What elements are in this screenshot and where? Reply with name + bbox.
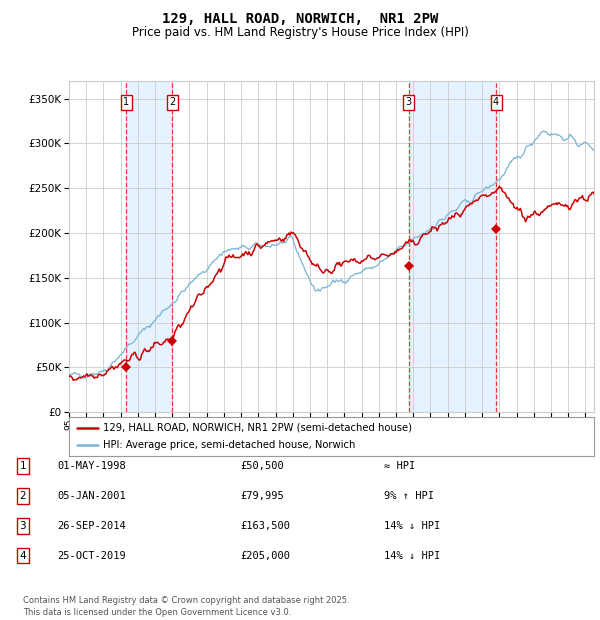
Text: 1: 1 — [19, 461, 26, 471]
Text: 2: 2 — [19, 491, 26, 501]
Text: Price paid vs. HM Land Registry's House Price Index (HPI): Price paid vs. HM Land Registry's House … — [131, 26, 469, 39]
Text: 1: 1 — [123, 97, 130, 107]
Text: HPI: Average price, semi-detached house, Norwich: HPI: Average price, semi-detached house,… — [103, 440, 355, 450]
Text: 25-OCT-2019: 25-OCT-2019 — [57, 551, 126, 560]
Text: £79,995: £79,995 — [240, 491, 284, 501]
Text: £163,500: £163,500 — [240, 521, 290, 531]
Text: 4: 4 — [19, 551, 26, 560]
Text: 3: 3 — [406, 97, 412, 107]
Text: 14% ↓ HPI: 14% ↓ HPI — [384, 521, 440, 531]
Text: ≈ HPI: ≈ HPI — [384, 461, 415, 471]
Text: 129, HALL ROAD, NORWICH, NR1 2PW (semi-detached house): 129, HALL ROAD, NORWICH, NR1 2PW (semi-d… — [103, 423, 412, 433]
Text: 4: 4 — [493, 97, 499, 107]
Text: £205,000: £205,000 — [240, 551, 290, 560]
Text: 129, HALL ROAD, NORWICH,  NR1 2PW: 129, HALL ROAD, NORWICH, NR1 2PW — [162, 12, 438, 27]
Bar — [127, 81, 172, 412]
Text: 9% ↑ HPI: 9% ↑ HPI — [384, 491, 434, 501]
Text: 05-JAN-2001: 05-JAN-2001 — [57, 491, 126, 501]
Text: 14% ↓ HPI: 14% ↓ HPI — [384, 551, 440, 560]
Text: 26-SEP-2014: 26-SEP-2014 — [57, 521, 126, 531]
Text: 3: 3 — [19, 521, 26, 531]
Text: Contains HM Land Registry data © Crown copyright and database right 2025.
This d: Contains HM Land Registry data © Crown c… — [23, 596, 349, 617]
Text: £50,500: £50,500 — [240, 461, 284, 471]
Text: 2: 2 — [169, 97, 176, 107]
Text: 01-MAY-1998: 01-MAY-1998 — [57, 461, 126, 471]
Bar — [409, 81, 496, 412]
